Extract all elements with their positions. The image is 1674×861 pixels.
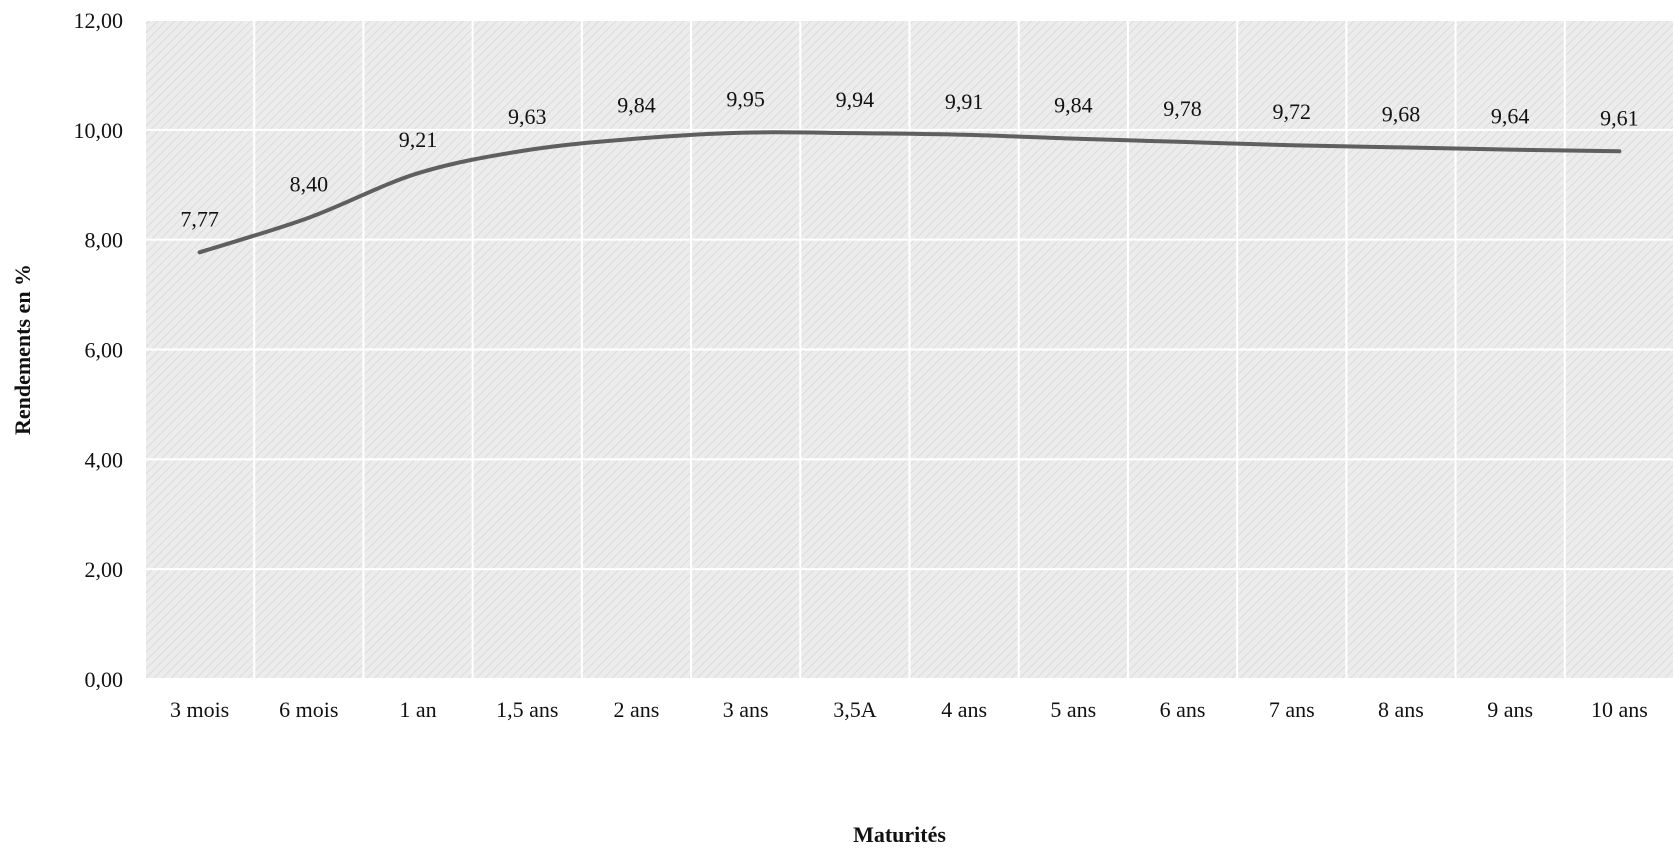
- x-tick-label: 1,5 ans: [496, 697, 558, 722]
- x-axis-ticks: 3 mois 6 mois 1 an 1,5 ans 2 ans 3 ans 3,5A 4 a…: [170, 697, 1648, 722]
- data-label: 9,91: [945, 89, 984, 114]
- x-tick-label: 4 ans: [941, 697, 987, 722]
- data-label: 9,68: [1382, 101, 1421, 126]
- x-tick-label: 3 mois: [170, 697, 229, 722]
- x-tick-label: 7 ans: [1269, 697, 1315, 722]
- data-label: 8,40: [290, 172, 329, 197]
- series-lines: [197, 130, 1622, 255]
- data-label: 9,95: [726, 87, 765, 112]
- y-tick-label: 2,00: [85, 557, 124, 582]
- data-label: 9,61: [1600, 105, 1639, 130]
- series-line: [197, 130, 1622, 255]
- y-tick-label: 12,00: [74, 8, 124, 33]
- y-axis-title: Rendements en %: [10, 264, 35, 435]
- y-tick-label: 10,00: [74, 118, 124, 143]
- x-axis-title: Maturités: [853, 822, 946, 847]
- x-tick-label: 3 ans: [723, 697, 769, 722]
- data-label: 9,84: [1054, 93, 1093, 118]
- x-tick-label: 1 an: [399, 697, 436, 722]
- x-tick-label: 6 ans: [1160, 697, 1206, 722]
- data-label: 9,64: [1491, 104, 1530, 129]
- x-tick-label: 9 ans: [1487, 697, 1533, 722]
- y-axis-ticks: 0,00 2,00 4,00 6,00 8,00 10,00 12,00: [74, 8, 124, 692]
- x-tick-label: 6 mois: [279, 697, 338, 722]
- data-label: 9,63: [508, 104, 547, 129]
- gridlines: [144, 19, 1674, 687]
- x-tick-label: 3,5A: [833, 697, 877, 722]
- data-label: 9,21: [399, 127, 438, 152]
- y-tick-label: 4,00: [85, 447, 124, 472]
- x-tick-label: 2 ans: [614, 697, 660, 722]
- data-label: 7,77: [180, 206, 219, 231]
- data-label: 9,78: [1163, 96, 1202, 121]
- y-tick-label: 8,00: [85, 228, 124, 253]
- data-label: 9,72: [1273, 99, 1312, 124]
- y-tick-label: 6,00: [85, 338, 124, 363]
- x-tick-label: 8 ans: [1378, 697, 1424, 722]
- x-tick-label: 10 ans: [1591, 697, 1648, 722]
- x-tick-label: 5 ans: [1050, 697, 1096, 722]
- data-label: 9,84: [617, 93, 656, 118]
- y-tick-label: 0,00: [85, 667, 124, 692]
- data-labels: 7,77 8,40 9,21 9,63 9,84 9,95 9,94 9,91 9,84 9,78…: [180, 87, 1638, 232]
- data-label: 9,94: [836, 87, 875, 112]
